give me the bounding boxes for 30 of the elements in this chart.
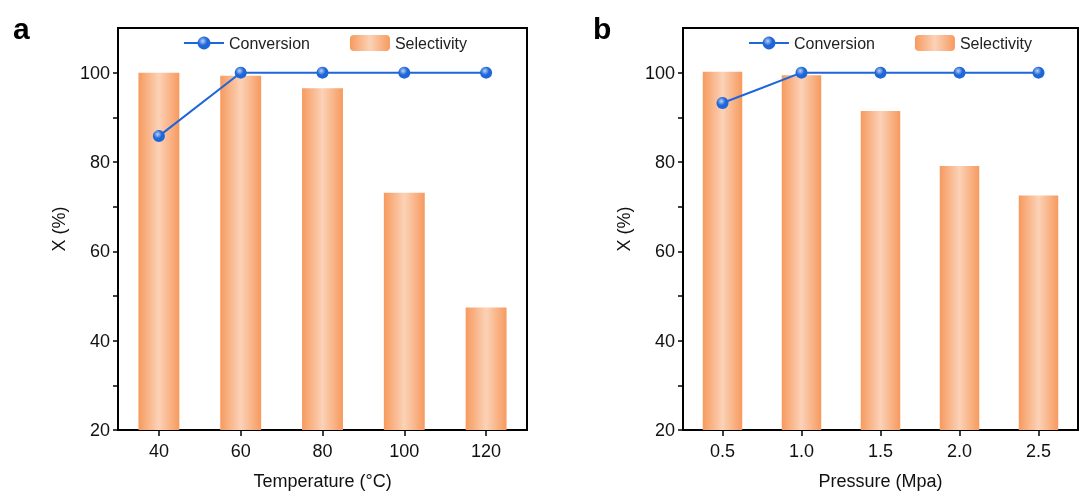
x-tick-label: 1.0 — [788, 441, 815, 461]
y-axis-title: X (%) — [49, 206, 69, 252]
x-tick-label: 60 — [230, 441, 251, 461]
x-tick-label: 2.5 — [1025, 441, 1052, 461]
y-tick-label: 20 — [89, 420, 110, 440]
x-axis-title: Temperature (°C) — [253, 471, 392, 491]
x-tick-label: 0.5 — [709, 441, 736, 461]
x-tick-label: 1.5 — [867, 441, 894, 461]
x-axis-title: Pressure (Mpa) — [818, 471, 943, 491]
chart-title: b — [593, 11, 612, 45]
y-tick-label: 20 — [654, 420, 675, 440]
x-tick-label: 80 — [312, 441, 333, 461]
x-tick-label: 40 — [148, 441, 169, 461]
x-tick-label: 120 — [471, 441, 502, 461]
y-tick-label: 40 — [654, 330, 675, 351]
y-tick-label: 100 — [644, 62, 675, 83]
y-tick-label: 40 — [89, 330, 110, 351]
y-axis-title: X (%) — [614, 206, 634, 252]
legend-label: Selectivity — [959, 34, 1032, 52]
x-tick-label: 100 — [389, 441, 420, 461]
legend-label: Selectivity — [394, 34, 467, 52]
y-tick-label: 80 — [89, 152, 110, 172]
y-tick-label: 60 — [654, 241, 675, 262]
y-tick-label: 60 — [89, 241, 110, 262]
chart-title: a — [13, 11, 30, 45]
x-tick-label: 2.0 — [946, 441, 973, 461]
y-tick-label: 80 — [654, 152, 675, 172]
y-tick-label: 100 — [79, 62, 110, 83]
legend-label: Conversion — [229, 34, 310, 52]
legend-label: Conversion — [794, 34, 875, 52]
